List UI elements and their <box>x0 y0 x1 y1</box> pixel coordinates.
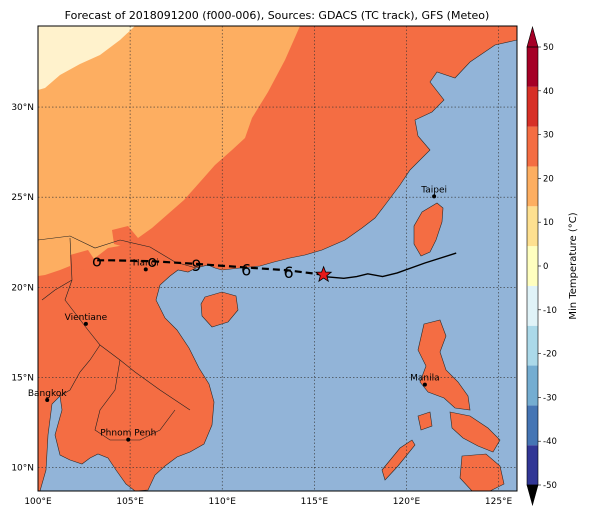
colorbar-tick-label: 50 <box>543 43 554 53</box>
city-label: Hanoi <box>133 258 159 268</box>
city-marker <box>83 321 88 326</box>
city-marker <box>143 267 148 272</box>
city-marker <box>432 194 437 199</box>
map-panel <box>38 26 517 491</box>
map-frame <box>37 25 518 492</box>
colorbar-extend-top <box>526 25 539 48</box>
city-label: Phnom Penh <box>100 429 156 439</box>
city-label: Manila <box>410 374 440 384</box>
storm-track: 6 6 9 o o <box>92 251 457 283</box>
colorbar-segment <box>527 166 538 207</box>
colorbar-segment <box>527 285 538 326</box>
colorbar-tick-label: -30 <box>543 393 557 403</box>
colorbar-segment <box>527 47 538 87</box>
colorbar: -50 -40 -30 -20 -10 0 10 20 30 40 50 <box>526 25 557 507</box>
lon-tick-label: 105°E <box>116 497 144 507</box>
forecast-storm-symbol: o <box>92 251 102 270</box>
colorbar-tick-label: 20 <box>543 174 554 184</box>
land-hainan <box>200 291 239 328</box>
land-plateau <box>38 26 135 90</box>
lat-tick-label: 15°N <box>11 373 34 383</box>
city-marker <box>422 382 427 387</box>
colorbar-segment <box>527 246 538 286</box>
city-label: Taipei <box>420 185 447 195</box>
colorbar-tick-label: -20 <box>543 350 557 360</box>
graticule <box>38 26 517 491</box>
axis-ticks: 100°E 105°E 110°E 115°E 120°E 125°E 10°N 15°N 20… <box>11 103 512 507</box>
colorbar-tick-label: -10 <box>543 306 557 316</box>
lon-tick-label: 115°E <box>301 497 329 507</box>
forecast-track-line <box>96 259 324 276</box>
lon-tick-label: 125°E <box>485 497 513 507</box>
city-marker <box>126 437 131 442</box>
figure-title: Forecast of 2018091200 (f000-006), Sourc… <box>65 9 490 22</box>
colorbar-segment <box>527 325 538 366</box>
city-label: Vientiane <box>65 313 108 323</box>
lat-tick-label: 20°N <box>11 283 34 293</box>
colorbar-tick-label: 0 <box>543 262 548 272</box>
lon-tick-label: 100°E <box>24 497 52 507</box>
current-position-star <box>314 265 333 283</box>
forecast-storm-symbol: 9 <box>191 256 201 275</box>
city-marker <box>45 397 50 402</box>
land-taiwan <box>413 202 444 257</box>
colorbar-extend-bottom <box>526 484 539 507</box>
land-luzon <box>417 319 471 411</box>
land-patch-2 <box>70 250 96 270</box>
city-labels: Taipei Hanoi Vientiane Manila Bangkok Phnom P… <box>28 185 447 442</box>
observed-track-line <box>323 252 457 280</box>
colorbar-label: Min Temperature (°C) <box>568 212 579 319</box>
colorbar-segment <box>527 126 538 167</box>
colorbar-segment <box>527 405 538 446</box>
lon-tick-label: 110°E <box>209 497 237 507</box>
city-label: Bangkok <box>28 389 68 399</box>
colorbar-tick-label: 40 <box>543 87 554 97</box>
colorbar-segment <box>527 206 538 247</box>
colorbar-tick-label: 30 <box>543 131 554 141</box>
forecast-storm-symbol: 6 <box>241 260 251 279</box>
forecast-storm-symbol: o <box>147 252 157 271</box>
colorbar-tick-label: 10 <box>543 218 554 228</box>
colorbar-tick-label: -50 <box>543 481 557 491</box>
land-inland-cool <box>38 26 300 276</box>
land-mindoro <box>417 411 433 431</box>
lon-tick-label: 120°E <box>393 497 421 507</box>
land-visayas <box>449 411 501 453</box>
colorbar-segment <box>527 86 538 127</box>
colorbar-segment <box>527 445 538 485</box>
colorbar-tick-label: -40 <box>543 437 557 447</box>
land-mindanao <box>459 453 505 491</box>
colorbar-segment <box>527 365 538 406</box>
lat-tick-label: 25°N <box>11 193 34 203</box>
lat-tick-label: 10°N <box>11 464 34 474</box>
lat-tick-label: 30°N <box>11 103 34 113</box>
forecast-storm-symbol: 6 <box>283 263 293 282</box>
